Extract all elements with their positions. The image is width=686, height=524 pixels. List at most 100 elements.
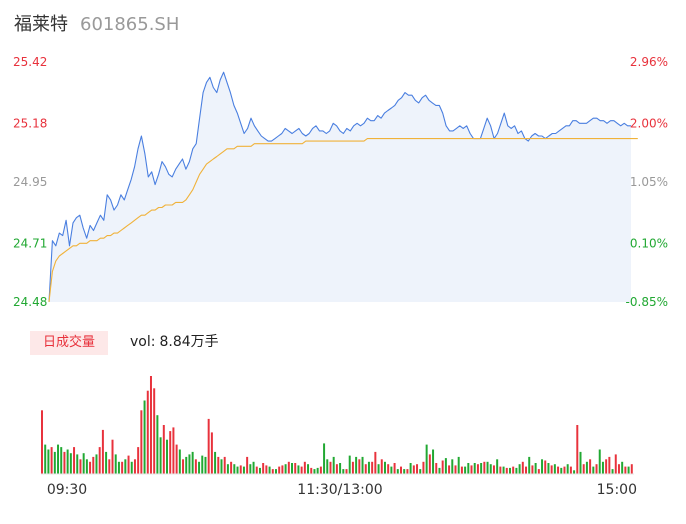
volume-bar [41, 410, 43, 474]
x-tick-label: 11:30/13:00 [297, 482, 382, 498]
volume-bar [178, 449, 181, 474]
volume-bar [265, 465, 268, 474]
volume-bar [278, 466, 281, 474]
volume-bar [390, 466, 393, 474]
volume-bar [406, 469, 409, 474]
volume-bar [621, 461, 624, 475]
volume-bar [371, 461, 374, 475]
volume-bar [335, 464, 338, 474]
volume-bar [198, 461, 201, 475]
volume-bar [566, 464, 569, 474]
volume-bar [130, 461, 133, 475]
volume-bar [95, 454, 98, 474]
volume-bar [105, 451, 108, 474]
volume-bar [611, 469, 614, 474]
volume-bar [348, 455, 351, 474]
volume-bar [553, 464, 556, 474]
volume-bar [614, 454, 617, 474]
volume-bar [89, 461, 92, 475]
volume-bar [60, 447, 63, 475]
y-tick-right: 2.00% [630, 116, 668, 130]
volume-bar [492, 465, 495, 474]
volume-bar [188, 454, 191, 474]
volume-bar [512, 466, 515, 474]
volume-bar [242, 466, 245, 474]
volume-bar [297, 465, 300, 474]
volume-bar [287, 461, 290, 475]
volume-bar [563, 466, 566, 474]
volume-bar [451, 459, 454, 474]
volume-bar [63, 451, 66, 474]
volume-bar [608, 456, 611, 474]
volume-bar [249, 464, 252, 474]
price-line [48, 71, 631, 303]
volume-bar [595, 464, 598, 474]
y-tick-right: 2.96% [630, 55, 668, 69]
volume-bar [374, 451, 377, 474]
volume-bar [57, 444, 60, 474]
volume-bar [146, 390, 149, 474]
volume-bar [400, 466, 402, 474]
volume-bar [351, 461, 354, 475]
volume-bar [291, 463, 294, 474]
volume-bar [50, 447, 53, 475]
y-tick-left: 25.42 [13, 55, 47, 69]
volume-bar [271, 469, 274, 474]
volume-bar [483, 461, 486, 475]
volume-bar [473, 463, 476, 474]
volume-bar [560, 467, 563, 474]
volume-bar [396, 469, 399, 474]
volume-bar [579, 451, 582, 474]
volume-bar [223, 456, 226, 474]
volume-bar [355, 456, 358, 474]
volume-bar [419, 469, 422, 474]
volume-bar [98, 447, 101, 475]
volume-bar [319, 466, 322, 474]
volume-bar [310, 467, 313, 474]
volume-bar [630, 464, 633, 474]
volume-bar [262, 463, 265, 474]
volume-bar [422, 461, 425, 475]
volume-bar [489, 464, 492, 474]
volume-bar [576, 425, 579, 474]
volume-bar [246, 456, 249, 474]
volume-value: 8.84万手 [159, 334, 219, 350]
volume-bar [220, 459, 223, 474]
volume-bar [204, 456, 207, 474]
volume-bar [541, 459, 544, 474]
volume-bar [550, 465, 553, 474]
volume-bar [117, 461, 120, 475]
volume-bar [124, 459, 127, 474]
volume-bar [300, 466, 303, 474]
y-tick-left: 24.48 [13, 295, 47, 309]
volume-bar [525, 466, 528, 474]
volume-bar [409, 463, 412, 474]
volume-bar [361, 456, 364, 474]
volume-bar [589, 459, 592, 474]
volume-bar [345, 469, 348, 474]
volume-bar [133, 459, 136, 474]
volume-bar [217, 456, 220, 474]
volume-bar [476, 464, 479, 474]
volume-bar [358, 459, 361, 474]
volume-bar [502, 466, 505, 474]
volume-bar [342, 469, 345, 474]
volume-bar [294, 463, 297, 474]
volume-bar [66, 449, 69, 474]
daily-volume-tab[interactable]: 日成交量 [30, 331, 108, 355]
volume-bar [403, 469, 406, 474]
volume-bar [486, 461, 489, 475]
volume-bar [281, 465, 284, 474]
volume-bar [111, 439, 114, 474]
volume-bar [367, 461, 370, 475]
volume-bar [191, 451, 194, 474]
volume-bar [521, 461, 524, 475]
volume-bar [444, 458, 447, 474]
volume-bar [85, 459, 88, 474]
volume-bar [307, 464, 310, 474]
volume-bar [92, 456, 95, 474]
volume-bar [255, 466, 258, 474]
volume-bar [252, 461, 255, 475]
volume-bar [627, 466, 630, 474]
volume-bar [201, 455, 204, 474]
